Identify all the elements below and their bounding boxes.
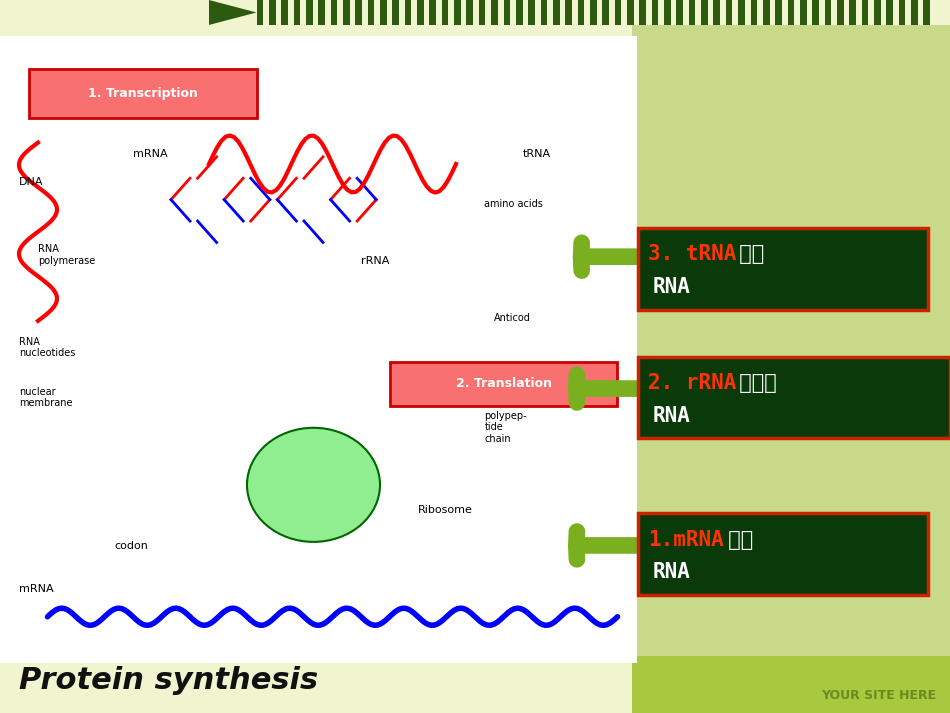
- FancyBboxPatch shape: [632, 656, 950, 713]
- Bar: [553, 0, 560, 25]
- Bar: [862, 0, 868, 25]
- Text: 3. tRNA: 3. tRNA: [648, 245, 736, 265]
- FancyBboxPatch shape: [0, 0, 256, 25]
- Bar: [392, 0, 399, 25]
- Bar: [664, 0, 671, 25]
- Text: mRNA: mRNA: [133, 149, 167, 159]
- FancyBboxPatch shape: [0, 0, 950, 25]
- Bar: [368, 0, 374, 25]
- FancyBboxPatch shape: [638, 513, 928, 595]
- Text: rRNA: rRNA: [361, 256, 390, 266]
- Bar: [405, 0, 411, 25]
- Text: amino acids: amino acids: [484, 199, 543, 209]
- Bar: [442, 0, 448, 25]
- Text: RNA: RNA: [653, 277, 691, 297]
- Bar: [627, 0, 634, 25]
- FancyBboxPatch shape: [632, 0, 950, 656]
- Bar: [590, 0, 597, 25]
- Polygon shape: [209, 0, 256, 25]
- FancyBboxPatch shape: [0, 36, 636, 663]
- Bar: [380, 0, 387, 25]
- FancyBboxPatch shape: [390, 362, 618, 406]
- Bar: [713, 0, 720, 25]
- Bar: [874, 0, 881, 25]
- Bar: [639, 0, 646, 25]
- Bar: [343, 0, 350, 25]
- Bar: [911, 0, 918, 25]
- Text: Protein synthesis: Protein synthesis: [19, 667, 318, 695]
- Bar: [331, 0, 337, 25]
- Bar: [726, 0, 732, 25]
- Text: RNA: RNA: [653, 563, 691, 583]
- Text: mRNA: mRNA: [19, 584, 53, 594]
- Bar: [294, 0, 300, 25]
- Bar: [886, 0, 893, 25]
- FancyBboxPatch shape: [638, 228, 928, 310]
- Bar: [318, 0, 325, 25]
- Text: 核糖体: 核糖体: [732, 373, 777, 393]
- Bar: [738, 0, 745, 25]
- Bar: [355, 0, 362, 25]
- Bar: [750, 0, 757, 25]
- Bar: [849, 0, 856, 25]
- Bar: [541, 0, 547, 25]
- Text: Anticod: Anticod: [494, 313, 531, 323]
- Bar: [652, 0, 658, 25]
- Bar: [837, 0, 844, 25]
- Ellipse shape: [247, 428, 380, 542]
- Text: codon: codon: [114, 541, 148, 551]
- Text: 转运: 转运: [732, 245, 765, 265]
- Bar: [256, 0, 263, 25]
- Bar: [269, 0, 276, 25]
- Text: 2. Translation: 2. Translation: [455, 377, 552, 390]
- Text: 2. rRNA: 2. rRNA: [648, 373, 736, 393]
- Text: RNA
nucleotides: RNA nucleotides: [19, 337, 75, 359]
- Bar: [528, 0, 535, 25]
- Text: RNA: RNA: [653, 406, 691, 426]
- Text: 1. Transcription: 1. Transcription: [87, 87, 198, 100]
- Bar: [602, 0, 609, 25]
- Bar: [923, 0, 930, 25]
- Text: 信使: 信使: [721, 530, 753, 550]
- Text: polypep-
tide
chain: polypep- tide chain: [484, 411, 527, 444]
- Bar: [429, 0, 436, 25]
- Bar: [825, 0, 831, 25]
- Text: RNA
polymerase: RNA polymerase: [38, 245, 95, 266]
- Bar: [504, 0, 510, 25]
- Bar: [763, 0, 770, 25]
- Bar: [454, 0, 461, 25]
- Bar: [701, 0, 708, 25]
- Bar: [565, 0, 572, 25]
- Bar: [491, 0, 498, 25]
- Text: YOUR SITE HERE: YOUR SITE HERE: [821, 689, 936, 702]
- Bar: [775, 0, 782, 25]
- Bar: [578, 0, 584, 25]
- Bar: [899, 0, 905, 25]
- Bar: [306, 0, 313, 25]
- Bar: [812, 0, 819, 25]
- Text: DNA: DNA: [19, 178, 44, 188]
- Bar: [466, 0, 473, 25]
- Text: nuclear
membrane: nuclear membrane: [19, 387, 72, 409]
- Bar: [417, 0, 424, 25]
- FancyBboxPatch shape: [638, 356, 950, 438]
- Bar: [281, 0, 288, 25]
- Bar: [615, 0, 621, 25]
- FancyBboxPatch shape: [28, 69, 256, 118]
- Text: tRNA: tRNA: [522, 149, 551, 159]
- Bar: [788, 0, 794, 25]
- Bar: [676, 0, 683, 25]
- Text: Ribosome: Ribosome: [418, 506, 473, 515]
- Bar: [479, 0, 485, 25]
- Bar: [516, 0, 522, 25]
- Bar: [800, 0, 807, 25]
- Bar: [689, 0, 695, 25]
- Text: 1.mRNA: 1.mRNA: [648, 530, 724, 550]
